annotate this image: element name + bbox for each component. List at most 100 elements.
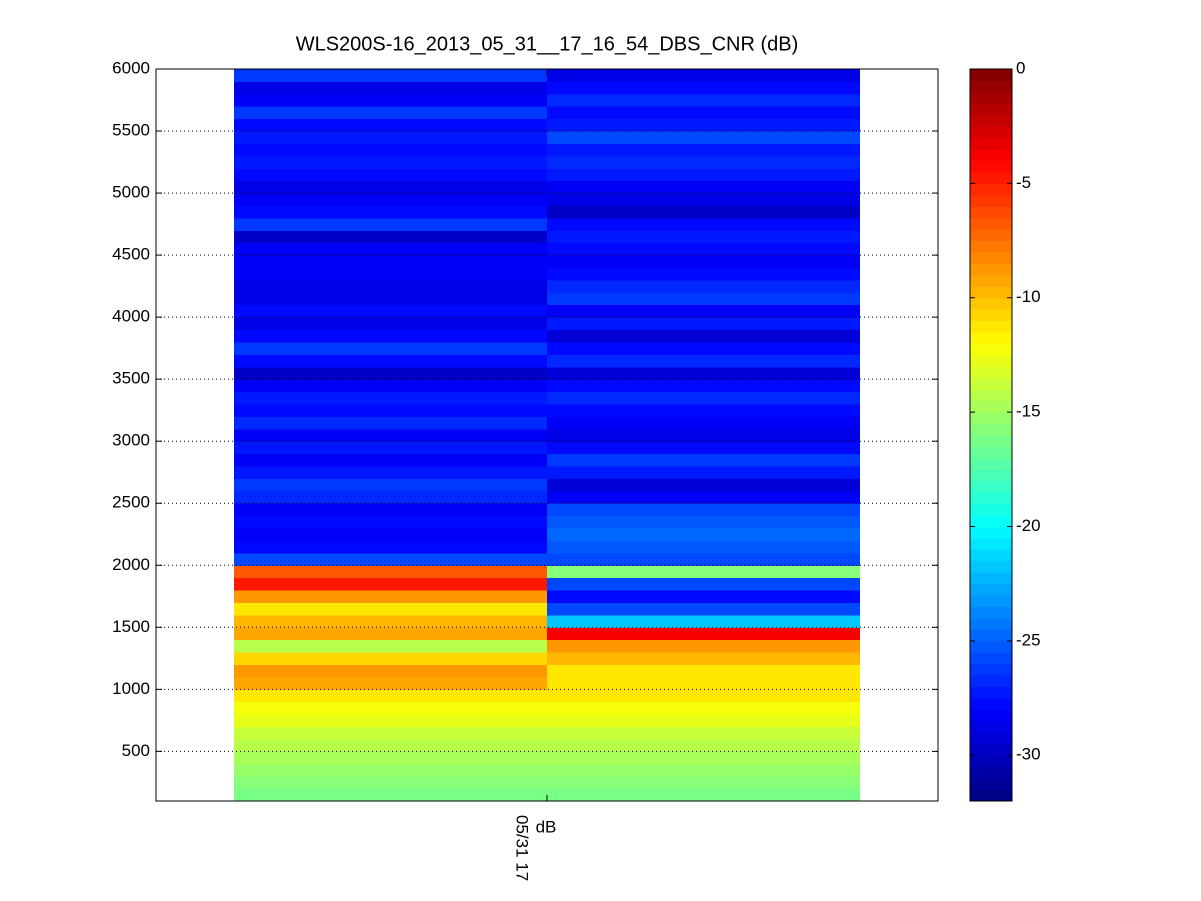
- colorbar-swatch: [970, 583, 1012, 596]
- y-tick-label: 4000: [112, 307, 150, 326]
- heat-cell: [234, 614, 547, 628]
- colorbar-swatch: [970, 389, 1012, 402]
- colorbar-swatch: [970, 149, 1012, 161]
- colorbar-swatch: [970, 503, 1012, 516]
- colorbar-swatch: [970, 629, 1012, 642]
- colorbar-swatch: [970, 183, 1012, 196]
- heat-cell: [234, 428, 547, 442]
- heat-cell: [234, 69, 547, 82]
- colorbar-swatch: [970, 160, 1012, 173]
- heat-cell: [547, 676, 860, 690]
- heat-cell: [547, 515, 860, 529]
- heat-cell: [547, 478, 860, 492]
- plot-frame: [155, 68, 939, 802]
- colorbar-swatch: [970, 69, 1012, 81]
- heat-cell: [234, 441, 547, 455]
- heat-cell: [234, 168, 547, 182]
- heat-cell: [234, 329, 547, 343]
- heat-cell: [547, 304, 860, 318]
- colorbar-swatch: [970, 126, 1012, 139]
- heat-cell: [234, 738, 547, 752]
- colorbar-swatch: [970, 377, 1012, 390]
- heat-cell: [547, 366, 860, 380]
- heat-cell: [547, 664, 860, 678]
- colorbar-swatch: [970, 423, 1012, 436]
- heat-cell: [234, 776, 547, 790]
- heat-cell: [234, 279, 547, 293]
- heat-cell: [234, 255, 547, 269]
- colorbar-swatch: [970, 686, 1012, 699]
- colorbar-swatch: [970, 217, 1012, 230]
- colorbar-swatch: [970, 297, 1012, 310]
- heat-cell: [234, 118, 547, 132]
- heat-cell: [234, 180, 547, 194]
- heat-cell: [234, 701, 547, 715]
- heat-cell: [234, 466, 547, 479]
- colorbar-swatch: [970, 709, 1012, 722]
- colorbar-swatch: [970, 206, 1012, 219]
- heat-cell: [234, 242, 547, 256]
- heat-cell: [234, 627, 547, 641]
- heat-cell: [547, 118, 860, 132]
- heat-cell: [234, 590, 547, 603]
- heat-cell: [547, 168, 860, 182]
- heat-cell: [547, 701, 860, 715]
- heat-cell: [547, 726, 860, 740]
- heat-cell: [547, 242, 860, 256]
- heat-cell: [547, 292, 860, 306]
- colorbar-swatch: [970, 469, 1012, 482]
- colorbar-swatch: [970, 400, 1012, 413]
- colorbar-swatch: [970, 354, 1012, 367]
- colorbar-swatch: [970, 114, 1012, 127]
- heat-cell: [547, 540, 860, 554]
- colorbar-swatch: [970, 480, 1012, 493]
- heat-cell: [547, 590, 860, 603]
- colorbar-swatch: [970, 332, 1012, 344]
- x-tick-label: 05/31 17: [513, 815, 532, 881]
- colorbar-swatch: [970, 240, 1012, 253]
- heat-cell: [547, 453, 860, 467]
- colorbar-frame: [969, 68, 1013, 802]
- heat-cell: [547, 788, 860, 802]
- heat-cell: [547, 614, 860, 628]
- heat-cell: [234, 155, 547, 169]
- colorbar-swatch: [970, 515, 1012, 527]
- colorbar-tick-label: -10: [1016, 287, 1041, 306]
- colorbar-swatch: [970, 435, 1012, 447]
- heat-cell: [547, 639, 860, 653]
- heat-cell: [547, 193, 860, 206]
- heat-cell: [234, 205, 547, 219]
- heat-cell: [234, 751, 547, 765]
- heat-cell: [547, 93, 860, 107]
- colorbar-swatch: [970, 103, 1012, 116]
- heat-cell: [547, 230, 860, 244]
- colorbar-tick-label: -20: [1016, 516, 1041, 535]
- heat-cell: [234, 689, 547, 703]
- colorbar-swatch: [970, 457, 1012, 470]
- heat-cell: [234, 131, 547, 144]
- heat-cell: [547, 751, 860, 765]
- heat-cell: [547, 391, 860, 405]
- heat-cell: [234, 788, 547, 802]
- heat-cell: [234, 379, 547, 393]
- heat-cell: [547, 552, 860, 566]
- colorbar-swatch: [970, 366, 1012, 379]
- y-tick-label: 1500: [112, 617, 150, 636]
- colorbar-swatch: [970, 194, 1012, 207]
- colorbar-swatch: [970, 755, 1012, 768]
- colorbar-swatch: [970, 492, 1012, 505]
- heat-cell: [547, 714, 860, 728]
- colorbar-swatch: [970, 778, 1012, 791]
- heat-cell: [547, 279, 860, 293]
- heat-cell: [547, 503, 860, 517]
- heat-cell: [234, 453, 547, 467]
- heat-cell: [234, 143, 547, 157]
- colorbar-tick-label: -15: [1016, 402, 1041, 421]
- heat-cell: [547, 205, 860, 219]
- heat-cell: [547, 689, 860, 703]
- heat-cell: [547, 738, 860, 752]
- heat-cell: [234, 540, 547, 554]
- colorbar-tick-label: 0: [1016, 58, 1025, 77]
- colorbar-swatch: [970, 595, 1012, 608]
